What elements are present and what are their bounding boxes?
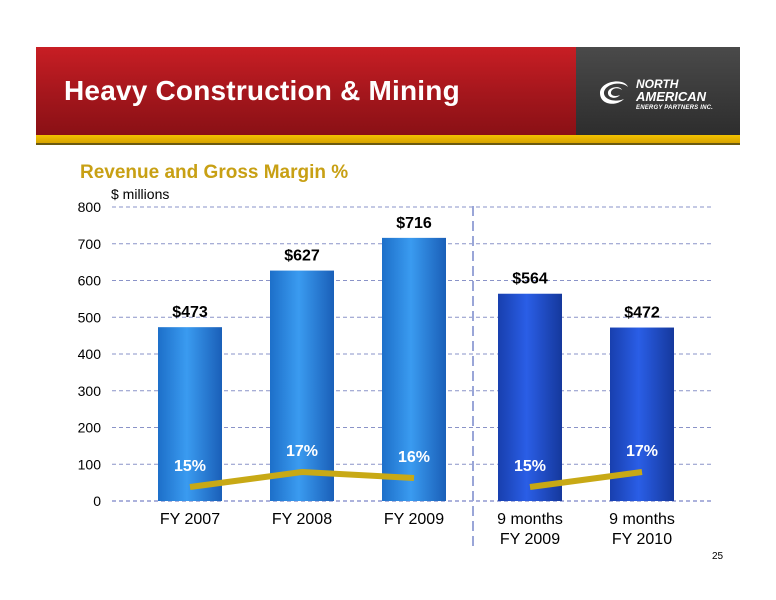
- y-tick-label: 600: [78, 273, 102, 289]
- bar-value-label: $716: [396, 215, 432, 232]
- x-tick-label: FY 2010: [612, 531, 672, 548]
- logo-text-line2: AMERICAN: [636, 89, 707, 104]
- bar-value-label: $473: [172, 304, 208, 321]
- x-tick-label: 9 months: [497, 511, 563, 528]
- gold-divider: [36, 135, 740, 143]
- bar-value-label: $564: [512, 271, 548, 288]
- company-logo: NORTH AMERICAN ENERGY PARTNERS INC.: [576, 47, 740, 135]
- logo-text-line1: NORTH: [636, 77, 679, 91]
- header-banner: Heavy Construction & Mining NORTH AMERIC…: [36, 47, 740, 135]
- x-tick-label: FY 2008: [272, 511, 332, 528]
- y-tick-label: 400: [78, 346, 102, 362]
- divider-shadow: [36, 143, 740, 145]
- bar-value-label: $472: [624, 305, 660, 322]
- y-tick-label: 500: [78, 309, 102, 325]
- bar-layer: [158, 237, 674, 501]
- margin-line: [189, 469, 415, 490]
- swirl-logo-icon: [600, 81, 628, 104]
- bar: [498, 293, 562, 501]
- margin-line-layer: [189, 469, 643, 490]
- bar: [382, 237, 446, 501]
- x-tick-label: 9 months: [609, 511, 675, 528]
- bar: [270, 270, 334, 501]
- x-tick-label: FY 2009: [500, 531, 560, 548]
- chart-title: Revenue and Gross Margin %: [80, 162, 349, 183]
- logo-text-line3: ENERGY PARTNERS INC.: [636, 105, 714, 111]
- margin-point-label: 17%: [286, 443, 318, 460]
- y-tick-label: 700: [78, 236, 102, 252]
- x-tick-label: FY 2009: [384, 511, 444, 528]
- y-axis-unit-label: $ millions: [111, 186, 170, 202]
- page-title: Heavy Construction & Mining: [64, 75, 460, 106]
- y-tick-label: 300: [78, 383, 102, 399]
- page-number: 25: [712, 551, 724, 562]
- margin-point-label: 15%: [174, 458, 206, 475]
- margin-point-label: 15%: [514, 458, 546, 475]
- y-tick-label: 200: [78, 420, 102, 436]
- y-tick-label: 0: [93, 493, 101, 509]
- margin-line: [529, 469, 643, 490]
- margin-point-label: 16%: [398, 449, 430, 466]
- y-tick-label: 800: [78, 199, 102, 215]
- label-layer: $473 $627 $716 $564 $472 FY 2007 FY 2008 FY 200…: [160, 215, 675, 548]
- margin-point-label: 17%: [626, 443, 658, 460]
- bar-value-label: $627: [284, 248, 320, 265]
- y-tick-label: 100: [78, 456, 102, 472]
- x-tick-label: FY 2007: [160, 511, 220, 528]
- bar: [158, 327, 222, 501]
